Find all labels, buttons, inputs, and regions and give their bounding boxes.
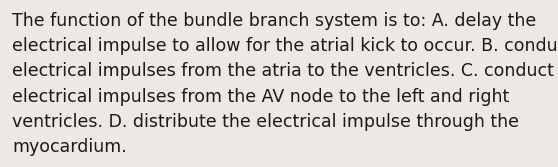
- Text: The function of the bundle branch system is to: A. delay the
electrical impulse : The function of the bundle branch system…: [12, 12, 558, 156]
